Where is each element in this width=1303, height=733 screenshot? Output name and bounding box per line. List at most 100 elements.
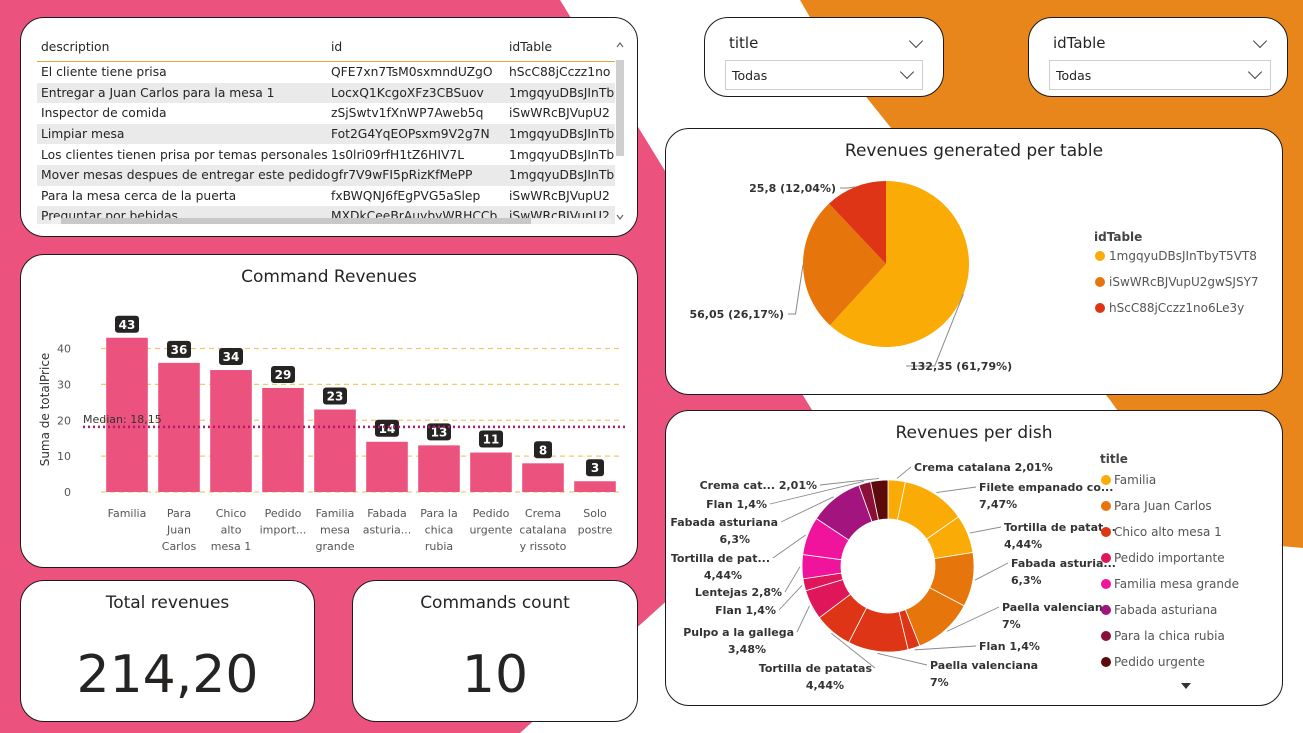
- data-label: 43: [119, 318, 136, 332]
- legend-marker: [1095, 277, 1105, 287]
- leader-line: [936, 486, 977, 493]
- idtable-slicer: idTable Todas: [1028, 17, 1288, 97]
- legend-item: Familia: [1114, 473, 1156, 487]
- legend-marker: [1095, 251, 1105, 261]
- table-row[interactable]: El cliente tiene prisa QFE7xn7TsM0sxmndUZ…: [41, 65, 611, 80]
- slicer-value: Todas: [1056, 68, 1092, 83]
- vertical-scrollbar[interactable]: [616, 38, 624, 224]
- y-tick-label: 0: [64, 486, 71, 499]
- title-slicer-dropdown[interactable]: Todas: [725, 60, 923, 90]
- chevron-down-icon[interactable]: [1252, 33, 1268, 49]
- legend-marker: [1101, 553, 1111, 563]
- table-row[interactable]: Para la mesa cerca de la puerta fxBWQNJ6f…: [41, 188, 610, 203]
- data-label: Flan 1,4%: [706, 498, 767, 511]
- x-tick-label: Pedido urgente: [469, 507, 512, 537]
- kpi-value: 214,20: [76, 645, 259, 705]
- leader-line: [974, 562, 1009, 581]
- total-revenues-card: Total revenues 214,20: [20, 580, 315, 722]
- legend-item: Chico alto mesa 1: [1114, 525, 1222, 539]
- table-row[interactable]: Limpiar mesa Fot2G4YqEOPsxm9V2g7N 1mgqyuDB…: [37, 123, 615, 145]
- idtable-slicer-dropdown[interactable]: Todas: [1049, 60, 1271, 90]
- legend-item: Pedido importante: [1114, 551, 1225, 565]
- table-row[interactable]: Entregar a Juan Carlos para la mesa 1 Loc…: [37, 82, 615, 104]
- data-label: Filete empanado co...: [979, 481, 1113, 494]
- legend-item: Fabada asturiana: [1114, 603, 1217, 617]
- table-row[interactable]: Mover mesas despues de entregar este ped…: [37, 164, 615, 186]
- data-label: 34: [223, 350, 240, 364]
- leader-line: [819, 478, 880, 486]
- legend-marker: [1101, 579, 1111, 589]
- data-label: 132,35 (61,79%): [910, 360, 1012, 373]
- chevron-down-icon[interactable]: [908, 33, 924, 49]
- x-tick-label: Para Juan Carlos: [162, 507, 197, 553]
- legend-scroll-down-icon[interactable]: [1181, 683, 1191, 689]
- data-label: Flan 1,4%: [715, 604, 776, 617]
- data-label: Fabada asturia...: [1011, 557, 1116, 570]
- table-row[interactable]: Los clientes tienen prisa por temas pers…: [41, 147, 615, 162]
- chart-title: Revenues per dish: [895, 423, 1053, 443]
- legend-marker: [1101, 527, 1111, 537]
- data-label-bg: [534, 441, 552, 459]
- donut-chart: Crema catalana 2,01% Filete empanado co..…: [670, 452, 1239, 692]
- leader-line: [831, 632, 876, 669]
- chevron-down-icon: [899, 64, 915, 80]
- legend-marker: [1101, 605, 1111, 615]
- commands-count-card: Commands count 10: [352, 580, 638, 722]
- x-tick-label: Crema catalana y rissoto: [519, 507, 566, 553]
- horizontal-scrollbar[interactable]: [51, 218, 611, 224]
- legend-item: 1mgqyuDBsJInTbyT5VT8: [1109, 249, 1257, 263]
- data-label-bg: [167, 340, 191, 358]
- scroll-arrows: [616, 42, 624, 220]
- data-label: Tortilla de pat...: [671, 552, 770, 565]
- leader-line: [778, 584, 803, 611]
- data-label: 8: [539, 443, 547, 457]
- data-label-bg: [115, 315, 139, 333]
- chart-title: Revenues generated per table: [844, 141, 1104, 161]
- data-label: 3: [591, 461, 599, 475]
- legend-item: hScC88jCczz1no6Le3y: [1109, 301, 1244, 315]
- vertical-scroll-thumb[interactable]: [616, 60, 624, 156]
- legend-marker: [1101, 657, 1111, 667]
- data-label: Crema cat... 2,01%: [700, 479, 817, 492]
- chart-title: Command Revenues: [241, 267, 417, 287]
- data-label-percent: 4,44%: [1004, 538, 1042, 551]
- legend-item: iSwWRcBJVupU2gwSJSY7: [1109, 275, 1259, 289]
- pie-chart: 132,35 (61,79%) 56,05 (26,17%) 25,8 (12,04…: [690, 181, 1259, 373]
- commands-table: description id idTable El cliente tiene …: [37, 32, 615, 224]
- y-tick-label: 10: [57, 450, 71, 463]
- bar: [106, 337, 148, 492]
- x-tick-label: Familia: [108, 507, 147, 520]
- kpi-label: Commands count: [420, 593, 570, 613]
- column-header-idtable[interactable]: idTable: [509, 39, 553, 54]
- table-header: description id idTable: [37, 32, 615, 62]
- bar-chart: 0 10 20 30 40 Suma de totalPrice 43 Familia 36 Pa…: [38, 315, 625, 553]
- data-label: Tortilla de patatas: [759, 662, 873, 675]
- column-header-description[interactable]: description: [41, 39, 110, 54]
- data-label-bg: [479, 430, 503, 448]
- data-label: Paella valenciana: [930, 659, 1038, 672]
- commands-table-card: description id idTable El cliente tiene …: [20, 17, 638, 237]
- legend-item: Para Juan Carlos: [1114, 499, 1212, 513]
- data-label-percent: 7,47%: [979, 498, 1017, 511]
- data-label: 29: [275, 368, 292, 382]
- leader-line: [784, 566, 801, 593]
- leader-line: [969, 526, 1002, 534]
- table-row[interactable]: Inspector de comida zSjSwtv1fXnWP7Aweb5q i…: [41, 106, 610, 121]
- legend-marker: [1101, 475, 1111, 485]
- x-tick-label: Chico alto mesa 1: [211, 507, 251, 553]
- data-label-percent: 4,44%: [806, 679, 844, 692]
- column-header-id[interactable]: id: [331, 39, 343, 54]
- bar: [262, 387, 304, 492]
- data-label: Crema catalana 2,01%: [914, 461, 1053, 474]
- revenues-per-dish-card: Revenues per dish Crema catalana 2,01% Fi…: [665, 410, 1283, 706]
- bar: [314, 409, 356, 492]
- data-label-bg: [323, 387, 347, 405]
- data-label-bg: [219, 348, 243, 366]
- y-axis-label: Suma de totalPrice: [38, 353, 52, 467]
- data-label: 14: [379, 422, 396, 436]
- data-label-percent: 7%: [930, 676, 949, 689]
- bar: [366, 441, 408, 492]
- horizontal-scroll-thumb[interactable]: [61, 218, 531, 224]
- scroll-down-icon: [616, 214, 624, 220]
- data-label: 25,8 (12,04%): [749, 182, 836, 195]
